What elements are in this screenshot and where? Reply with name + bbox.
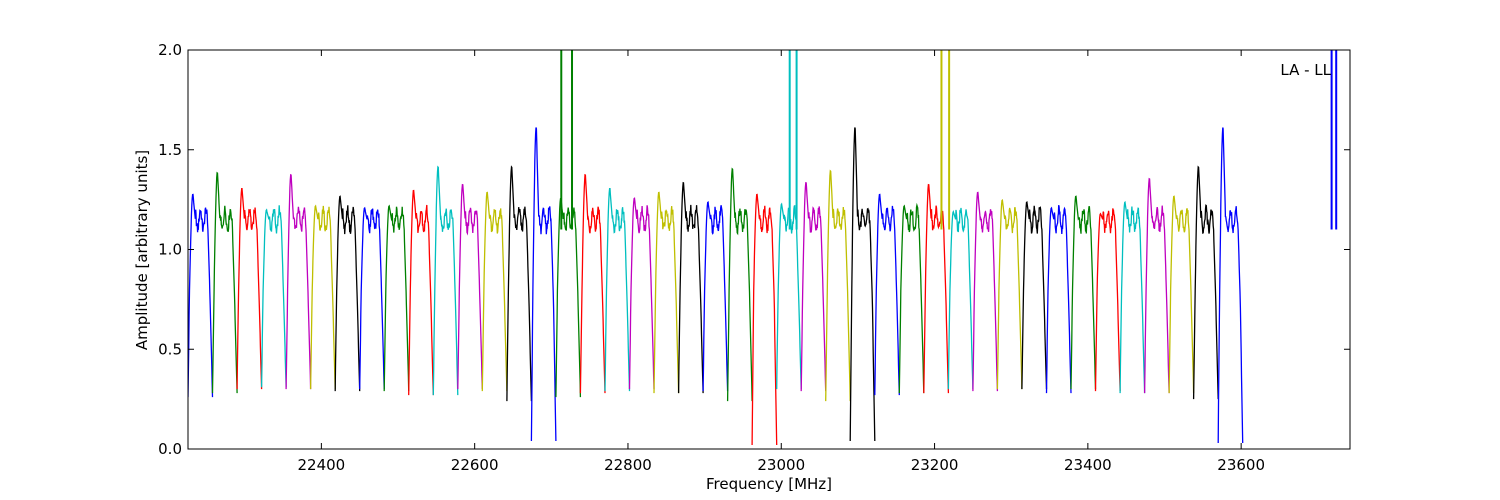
series-annotation: LA - LL — [1280, 61, 1331, 79]
series-band-line — [923, 183, 950, 394]
series-band-line — [555, 197, 582, 398]
y-tick-label: 0.5 — [158, 340, 182, 358]
series-band-line — [751, 193, 778, 446]
y-tick-label: 2.0 — [158, 41, 182, 59]
series-layer — [188, 50, 1338, 446]
series-band-line — [1143, 177, 1170, 394]
series-band-line — [383, 204, 410, 392]
x-tick-label: 22800 — [604, 456, 652, 474]
series-band-line — [530, 127, 557, 442]
series-band-line — [1094, 208, 1121, 392]
x-tick-label: 23600 — [1217, 456, 1265, 474]
series-band-line — [359, 206, 385, 390]
series-band-line — [260, 205, 287, 388]
series-band-line — [188, 193, 214, 398]
ticks-layer: 22400 22600 22800 23000 23200 23400 23600 0.0 0.… — [158, 41, 1350, 474]
series-band-line — [1070, 195, 1097, 390]
series-band-line — [579, 173, 606, 394]
y-axis-label: Amplitude [arbitrary units] — [133, 150, 151, 350]
series-band-line — [726, 167, 753, 402]
y-tick-label: 1.0 — [158, 241, 182, 259]
series-band-line — [996, 199, 1023, 390]
series-band-line — [825, 169, 851, 402]
series-band-line — [1045, 204, 1072, 394]
series-band-line — [481, 191, 508, 392]
x-tick-label: 22600 — [451, 456, 499, 474]
plot-area — [188, 50, 1350, 449]
series-band-line — [849, 127, 876, 442]
x-tick-label: 22400 — [298, 456, 346, 474]
series-band-line — [1021, 201, 1048, 390]
y-tick-label: 0.0 — [158, 440, 182, 458]
series-band-line — [457, 183, 483, 390]
series-band-line — [285, 173, 312, 390]
series-band-line — [236, 188, 263, 390]
y-tick-label: 1.5 — [158, 141, 182, 159]
series-band-line — [677, 181, 704, 394]
series-band-line — [309, 204, 336, 390]
x-axis-label: Frequency [MHz] — [706, 475, 832, 493]
series-band-line — [874, 193, 900, 396]
x-tick-label: 23200 — [911, 456, 959, 474]
x-tick-label: 23000 — [757, 456, 805, 474]
series-band-line — [1168, 195, 1195, 394]
series-band-line — [1192, 165, 1219, 400]
series-band-line — [408, 189, 434, 396]
series-band-line — [653, 191, 680, 394]
series-band-line — [702, 200, 729, 392]
series-band-line — [604, 188, 631, 392]
series-band-line — [628, 197, 655, 390]
series-band-line — [800, 181, 827, 392]
x-tick-label: 23400 — [1064, 456, 1112, 474]
series-band-line — [972, 191, 999, 392]
series-band-line — [1119, 200, 1146, 394]
series-band-line — [947, 207, 974, 390]
series-band-line — [334, 195, 361, 392]
series-band-line — [211, 171, 238, 394]
series-band-line — [506, 165, 533, 402]
series-band-line — [1217, 127, 1244, 444]
series-band-line — [432, 165, 459, 396]
series-band-line — [898, 202, 925, 394]
